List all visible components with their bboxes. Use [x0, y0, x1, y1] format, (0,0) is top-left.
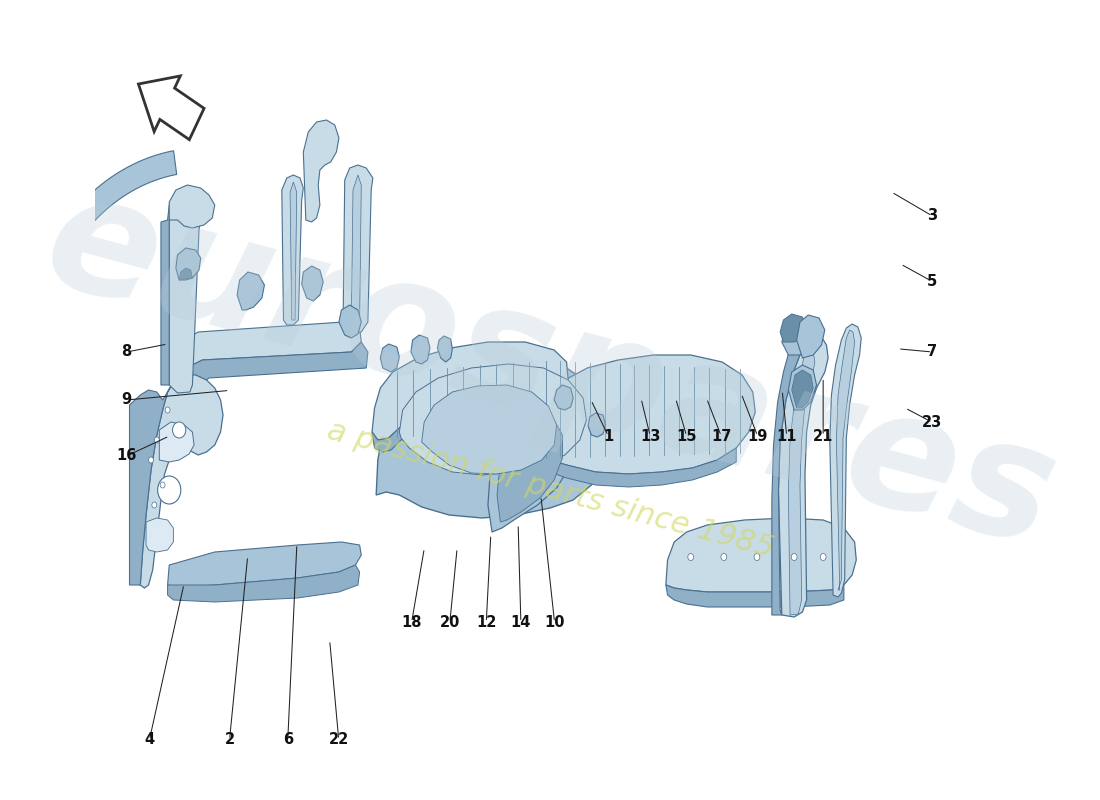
Polygon shape — [62, 150, 177, 242]
Polygon shape — [554, 385, 573, 410]
Polygon shape — [399, 364, 586, 475]
Polygon shape — [130, 382, 174, 585]
Text: 7: 7 — [927, 345, 937, 359]
Polygon shape — [780, 314, 806, 342]
Polygon shape — [789, 365, 816, 410]
Polygon shape — [176, 248, 200, 280]
Polygon shape — [792, 370, 813, 408]
Polygon shape — [351, 175, 361, 322]
Polygon shape — [139, 76, 205, 140]
Polygon shape — [282, 175, 304, 325]
Polygon shape — [372, 342, 569, 440]
Text: 13: 13 — [640, 429, 660, 443]
Circle shape — [821, 554, 826, 561]
Text: 2: 2 — [224, 733, 234, 747]
Polygon shape — [174, 322, 361, 393]
Circle shape — [148, 457, 154, 463]
Text: 16: 16 — [117, 449, 136, 463]
Polygon shape — [588, 413, 605, 437]
Polygon shape — [160, 422, 194, 462]
Text: 10: 10 — [544, 615, 564, 630]
Text: 4: 4 — [144, 733, 154, 747]
Polygon shape — [666, 518, 856, 592]
Polygon shape — [141, 375, 223, 588]
Text: 8: 8 — [121, 345, 132, 359]
Polygon shape — [421, 385, 557, 474]
Polygon shape — [238, 272, 264, 310]
Text: 9: 9 — [121, 393, 132, 407]
Polygon shape — [488, 400, 576, 532]
Polygon shape — [169, 185, 214, 228]
Polygon shape — [782, 322, 813, 355]
Polygon shape — [411, 335, 430, 364]
Circle shape — [161, 482, 165, 488]
Polygon shape — [796, 315, 825, 358]
Polygon shape — [179, 268, 192, 280]
Polygon shape — [290, 182, 297, 320]
Text: 1: 1 — [603, 429, 614, 443]
Circle shape — [154, 437, 160, 443]
Text: 19: 19 — [747, 429, 768, 443]
Text: 5: 5 — [927, 274, 937, 289]
Text: 12: 12 — [476, 615, 496, 630]
Polygon shape — [376, 360, 609, 518]
Polygon shape — [167, 542, 361, 587]
Text: 21: 21 — [813, 429, 834, 443]
Polygon shape — [372, 392, 559, 452]
Polygon shape — [174, 342, 367, 425]
Circle shape — [791, 554, 798, 561]
Polygon shape — [343, 165, 373, 332]
Circle shape — [688, 554, 694, 561]
Text: 18: 18 — [402, 615, 421, 630]
Text: 3: 3 — [927, 209, 937, 223]
Text: 15: 15 — [676, 429, 696, 443]
Polygon shape — [779, 335, 828, 617]
Circle shape — [173, 422, 186, 438]
Polygon shape — [381, 344, 399, 372]
Circle shape — [152, 502, 157, 508]
Polygon shape — [534, 448, 736, 487]
Polygon shape — [666, 585, 844, 607]
Polygon shape — [836, 330, 855, 590]
Circle shape — [720, 554, 727, 561]
Polygon shape — [438, 336, 452, 362]
Polygon shape — [772, 335, 808, 615]
Circle shape — [754, 554, 760, 561]
Polygon shape — [146, 518, 174, 552]
Circle shape — [165, 407, 170, 413]
Polygon shape — [497, 415, 562, 522]
Text: a passion for parts since 1985: a passion for parts since 1985 — [323, 416, 777, 564]
Polygon shape — [829, 324, 861, 597]
Text: 17: 17 — [711, 429, 732, 443]
Polygon shape — [304, 120, 339, 222]
Polygon shape — [789, 348, 815, 615]
Polygon shape — [534, 355, 756, 474]
Polygon shape — [301, 266, 323, 301]
Text: 6: 6 — [283, 733, 293, 747]
Text: 14: 14 — [510, 615, 531, 630]
Polygon shape — [161, 192, 186, 385]
Polygon shape — [339, 305, 361, 338]
Text: 23: 23 — [922, 415, 943, 430]
Text: 11: 11 — [777, 429, 797, 443]
Polygon shape — [169, 202, 200, 393]
Text: eurospares: eurospares — [29, 159, 1071, 581]
Polygon shape — [167, 565, 360, 602]
Text: 20: 20 — [440, 615, 460, 630]
Circle shape — [157, 476, 180, 504]
Text: 22: 22 — [329, 733, 349, 747]
